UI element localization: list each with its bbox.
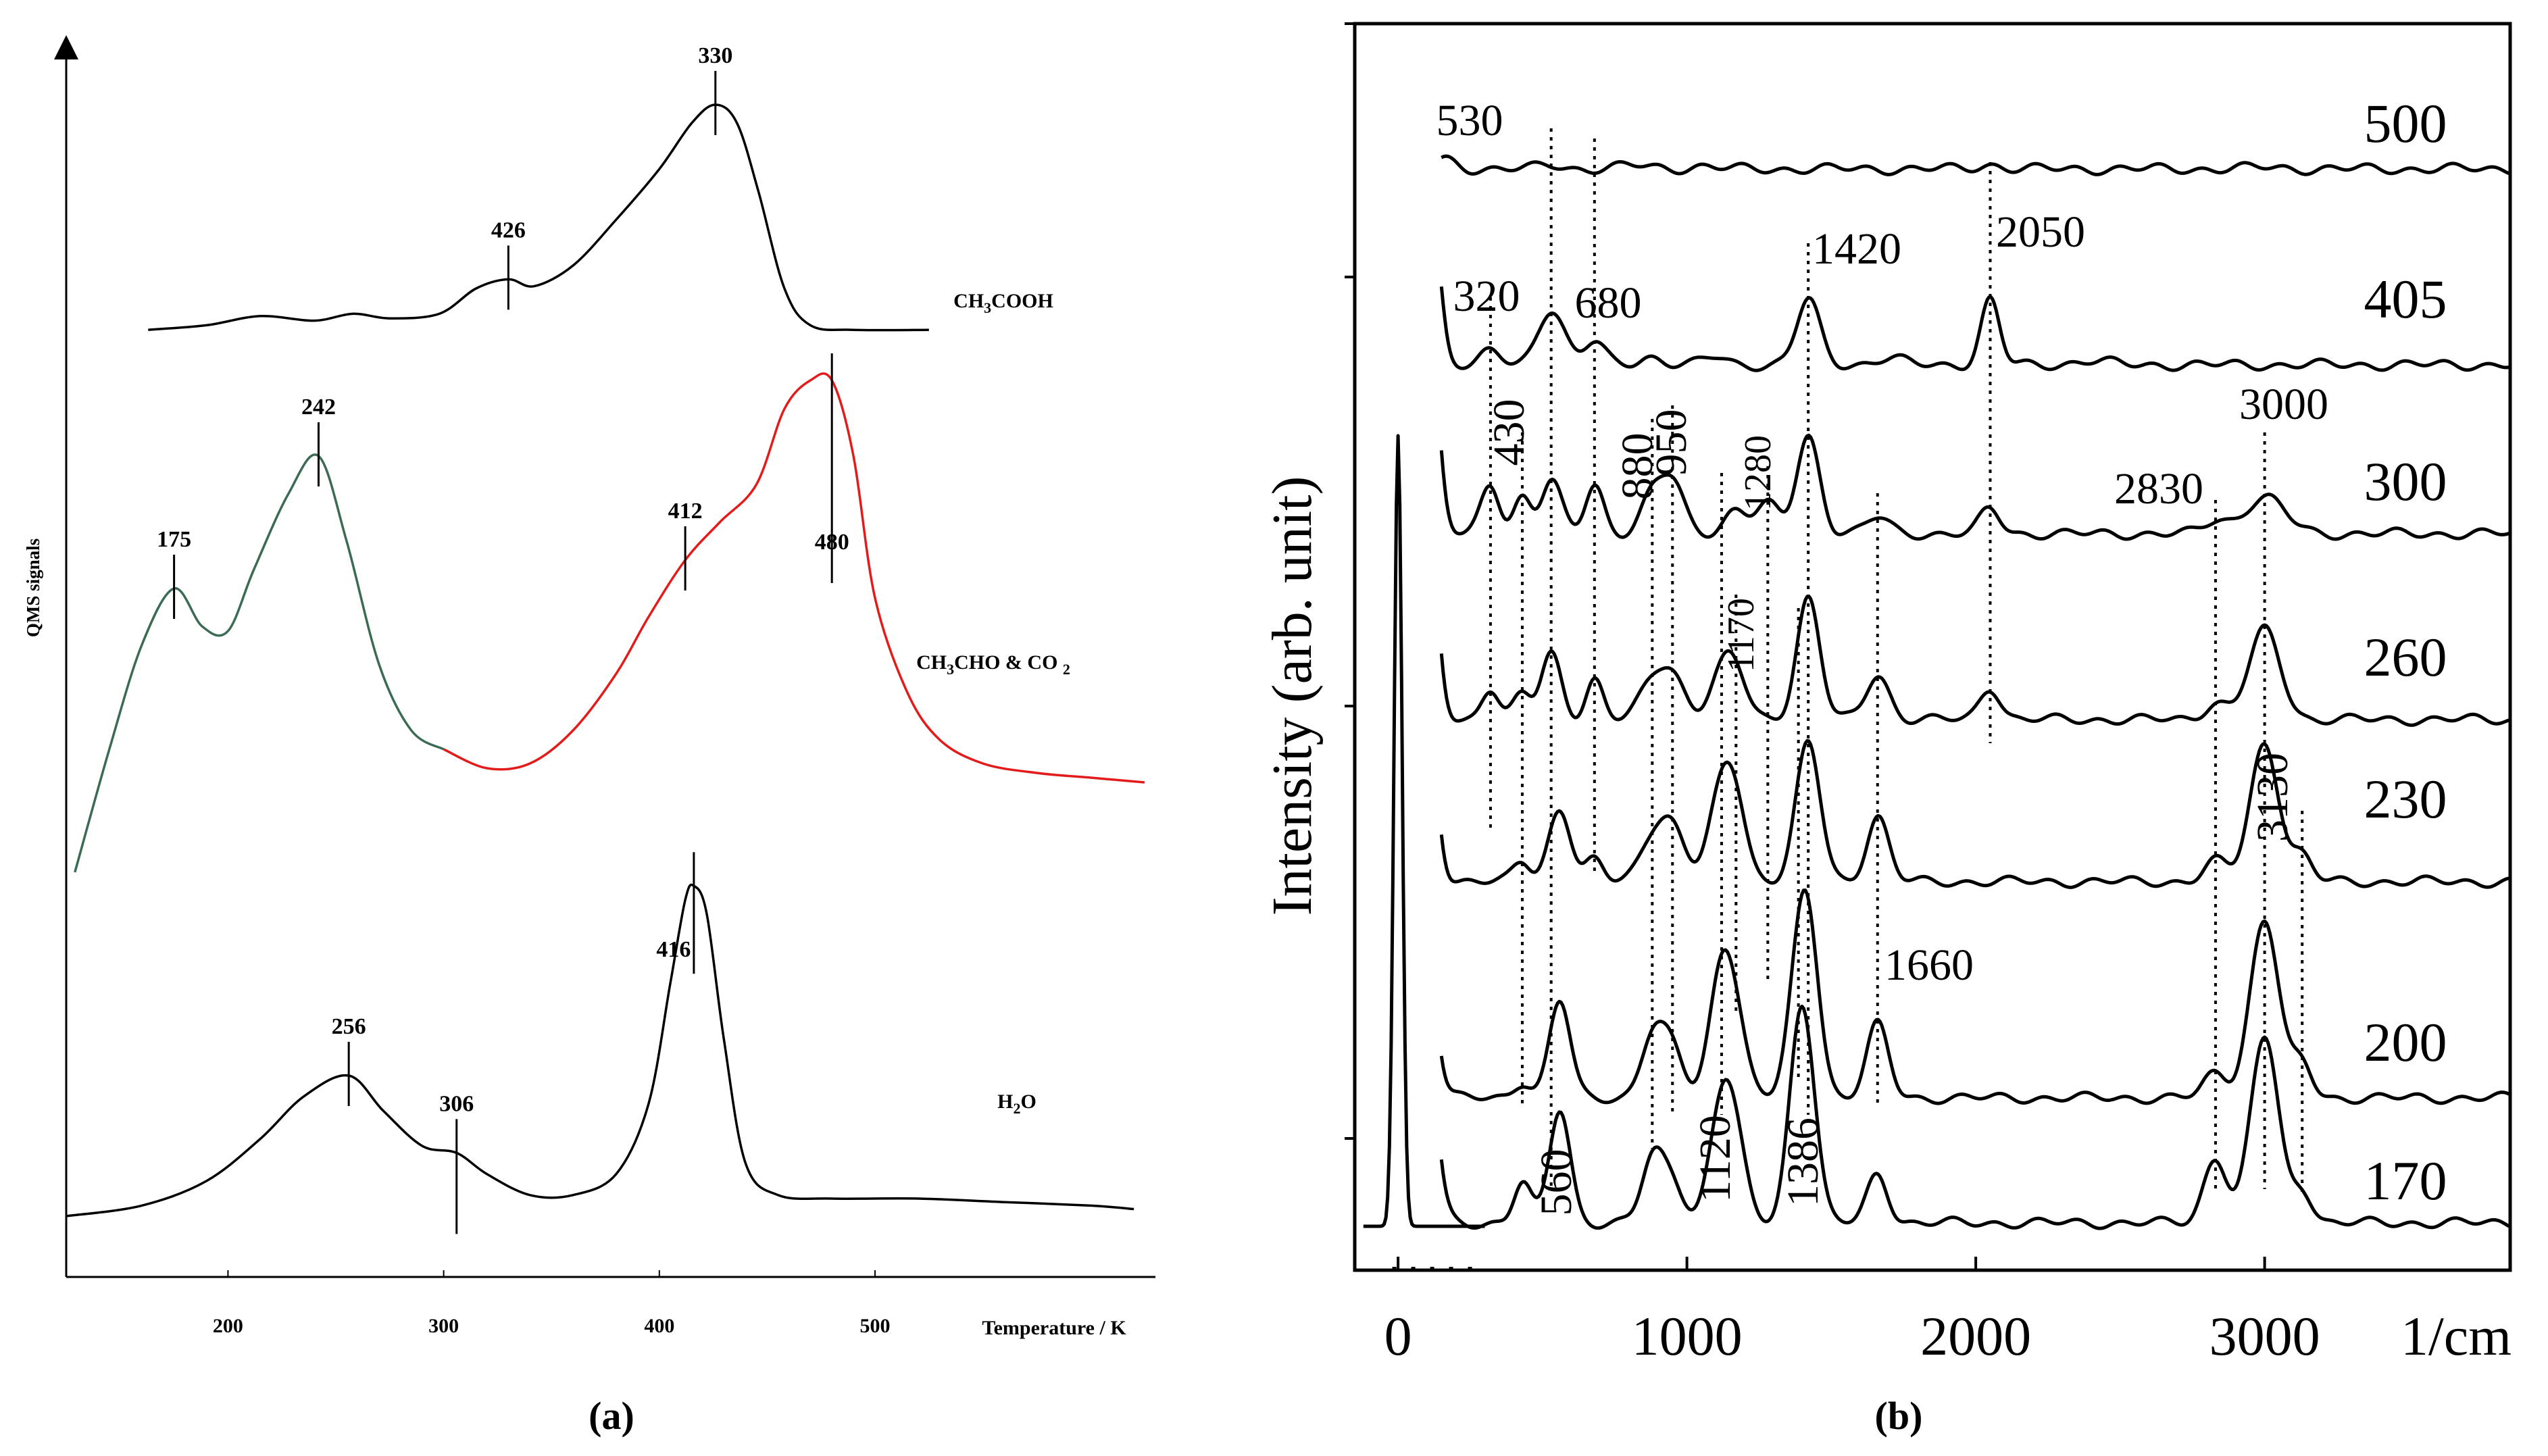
panel-b-y-ticks <box>1345 22 1355 1140</box>
peak-label: 412 <box>668 499 703 524</box>
panel-a-ticks: 200 300 400 500 <box>213 1270 891 1337</box>
peak-label: 3000 <box>2239 380 2328 429</box>
spectrum-300K <box>1439 433 2510 541</box>
spectrum-170K <box>1439 1005 2510 1230</box>
panel-b-frame <box>1353 22 2512 1272</box>
spectrum-elastic-peak <box>1363 434 1485 1228</box>
panel-a-series-labels: CH3COOH CH3CHO & CO 2 H2O <box>916 290 1070 1117</box>
series-line-ch3cho-co2-high <box>443 372 1145 784</box>
peak-label: 3130 <box>2248 753 2297 842</box>
peak-label: 430 <box>1484 399 1534 466</box>
peak-label: 175 <box>157 527 191 552</box>
peak-label: 1170 <box>1720 598 1762 672</box>
peak-label: 426 <box>491 218 526 243</box>
x-tick-label: 500 <box>860 1315 891 1337</box>
peak-label: 242 <box>301 395 336 420</box>
panel-b-curves <box>1363 154 2510 1230</box>
x-tick-label: 400 <box>644 1315 674 1337</box>
peak-label: 306 <box>439 1091 474 1116</box>
series-line-ch3cooh <box>148 103 929 332</box>
spectrum-230K <box>1439 739 2509 889</box>
panel-a-curves <box>66 103 1145 1217</box>
peak-label: 560 <box>1532 1149 1581 1216</box>
peak-label: 256 <box>332 1014 366 1039</box>
panel-b-y-axis-label: Intensity (arb. unit) <box>1261 476 1324 916</box>
peak-label: 480 <box>815 530 849 555</box>
panel-b: Intensity (arb. unit) 1/cm 0 1000 2000 3000… <box>1261 22 2512 1438</box>
peak-label: 2830 <box>2114 464 2203 513</box>
panel-b-caption: (b) <box>1875 1394 1923 1438</box>
panel-b-labels: 500 405 300 260 230 200 170 530 320 680 1420 2050 43… <box>1437 93 2447 1216</box>
peak-label: 330 <box>698 43 732 68</box>
peak-label: 320 <box>1453 272 1520 321</box>
peak-label: 416 <box>656 937 691 962</box>
temperature-label: 260 <box>2364 626 2447 688</box>
spectrum-405K <box>1439 286 2509 372</box>
panel-a-peak-markers: 426 330 175 242 412 480 256 306 416 <box>157 43 849 1234</box>
temperature-label: 170 <box>2364 1150 2447 1211</box>
series-line-ch3cho-co2-low <box>74 453 445 873</box>
panel-a-caption: (a) <box>589 1394 634 1438</box>
x-tick-label: 1000 <box>1632 1305 1743 1367</box>
series-name-label: CH3COOH <box>953 290 1053 316</box>
panel-b-x-axis-label: 1/cm <box>2401 1305 2512 1367</box>
series-name-label: CH3CHO & CO 2 <box>916 651 1070 678</box>
x-tick-label: 300 <box>428 1315 459 1337</box>
x-tick-label: 3000 <box>2209 1305 2320 1367</box>
peak-label: 1280 <box>1737 435 1779 511</box>
spectrum-260K <box>1439 595 2510 727</box>
x-tick-label: 200 <box>213 1315 243 1337</box>
panel-a-x-axis-label: Temperature / K <box>982 1317 1126 1339</box>
peak-label: 950 <box>1647 409 1696 476</box>
temperature-label: 230 <box>2364 768 2447 830</box>
panel-b-x-ticks: 0 1000 2000 3000 <box>1384 1257 2320 1367</box>
peak-label: 1420 <box>1812 224 1901 274</box>
peak-label: 530 <box>1437 96 1503 145</box>
temperature-label: 200 <box>2364 1011 2447 1073</box>
temperature-label: 405 <box>2364 268 2447 330</box>
peak-label: 2050 <box>1996 207 2085 257</box>
spectrum-200K <box>1439 888 2510 1105</box>
peak-label: 1660 <box>1884 940 1974 990</box>
panel-a: QMS signals Temperature / K 200 300 400 500… <box>23 35 1155 1438</box>
spectrum-500K <box>1441 154 2510 176</box>
temperature-label: 300 <box>2364 451 2447 512</box>
series-line-h2o <box>66 883 1134 1217</box>
panel-a-y-axis-label: QMS signals <box>23 538 43 637</box>
peak-label: 880 <box>1613 433 1662 500</box>
peak-label: 680 <box>1575 278 1642 328</box>
peak-label: 1120 <box>1691 1115 1740 1203</box>
x-tick-label: 0 <box>1384 1305 1412 1367</box>
x-tick-label: 2000 <box>1920 1305 2031 1367</box>
peak-label: 1386 <box>1778 1118 1828 1207</box>
series-name-label: H2O <box>997 1090 1036 1117</box>
temperature-label: 500 <box>2364 93 2447 154</box>
